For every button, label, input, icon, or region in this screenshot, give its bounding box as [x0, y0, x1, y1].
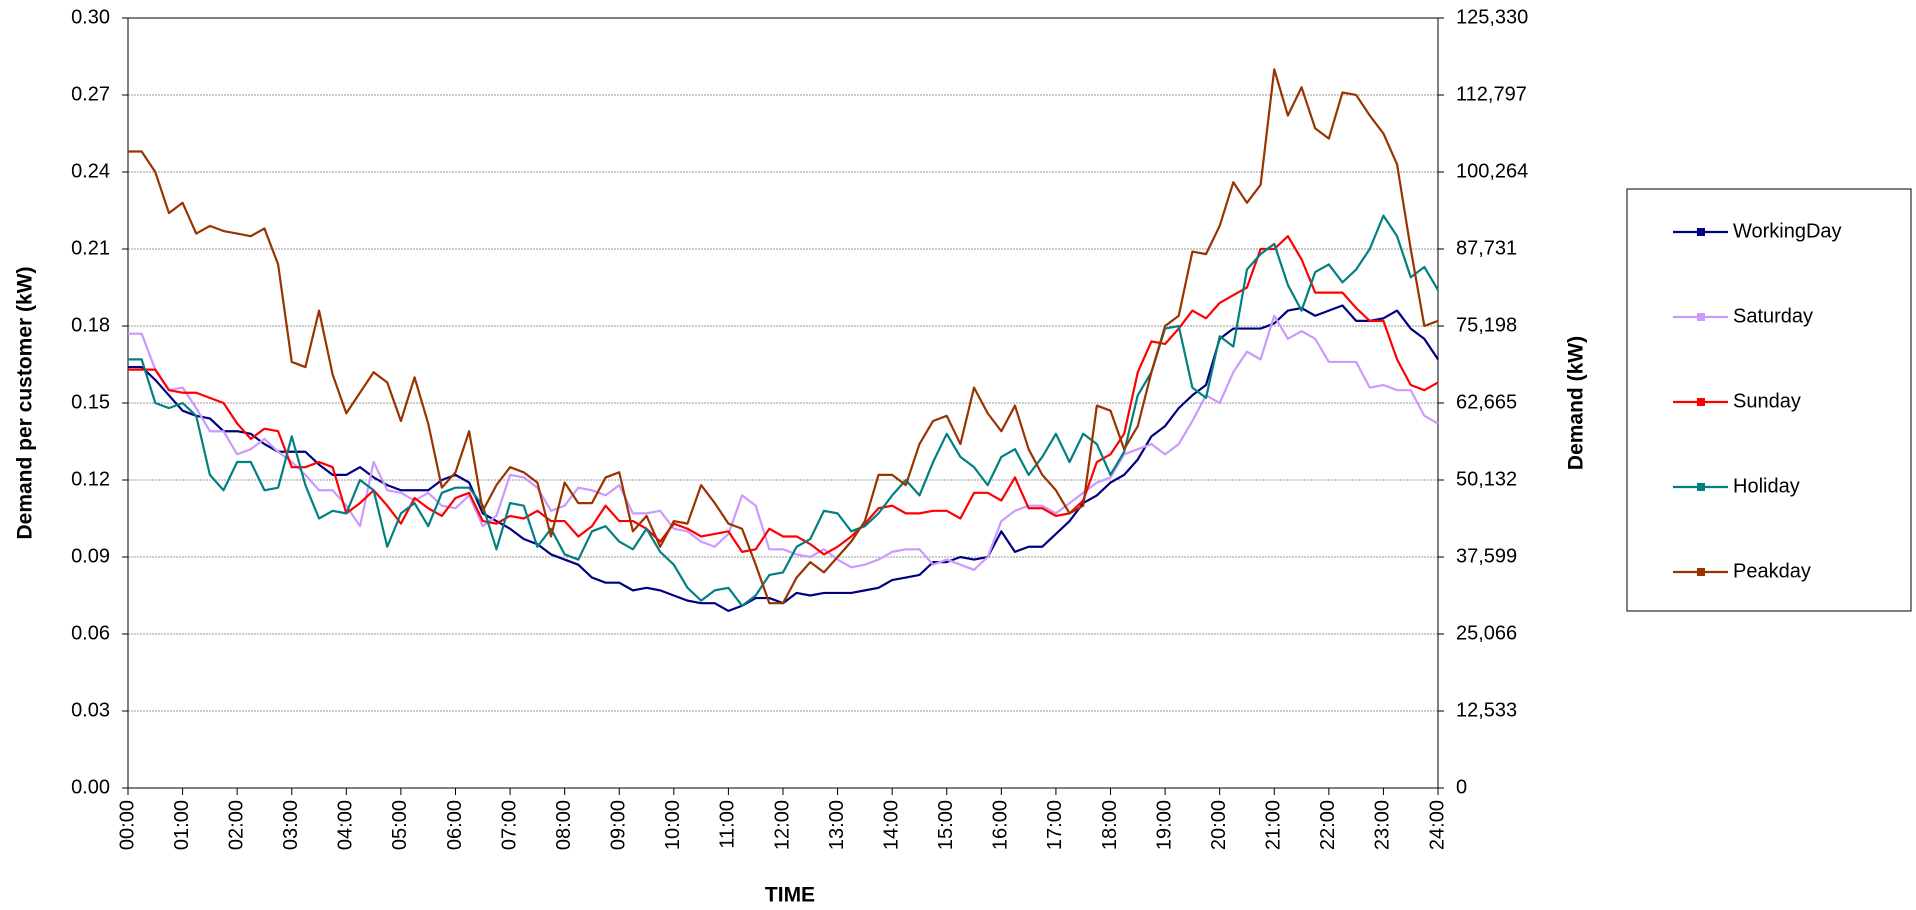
y-tick-label: 0.24: [71, 160, 110, 182]
x-tick-label: 05:00: [389, 800, 411, 850]
y-tick-label: 0.06: [71, 622, 110, 644]
y2-tick-label: 112,797: [1456, 83, 1527, 105]
x-tick-label: 01:00: [171, 800, 193, 850]
x-tick-label: 15:00: [935, 800, 957, 850]
legend-box: [1626, 188, 1912, 612]
x-tick-label: 09:00: [608, 800, 630, 850]
y-tick-label: 0.00: [71, 776, 110, 798]
y-tick-label: 0.15: [71, 391, 110, 413]
x-tick-label: 22:00: [1317, 800, 1339, 850]
y2-tick-label: 75,198: [1456, 314, 1517, 336]
x-tick-label: 17:00: [1044, 800, 1066, 850]
legend-marker: [1697, 228, 1705, 236]
legend-marker: [1697, 483, 1705, 491]
y-tick-label: 0.12: [71, 468, 110, 490]
x-tick-label: 16:00: [990, 800, 1012, 850]
x-tick-label: 06:00: [444, 800, 466, 850]
x-tick-label: 12:00: [771, 800, 793, 850]
legend-label: Peakday: [1733, 560, 1811, 582]
legend-marker: [1697, 568, 1705, 576]
y2-tick-label: 37,599: [1456, 545, 1517, 567]
x-tick-label: 24:00: [1426, 800, 1448, 850]
y-tick-label: 0.09: [71, 545, 110, 567]
y2-tick-label: 50,132: [1456, 468, 1517, 490]
y2-tick-label: 0: [1456, 776, 1467, 798]
legend-marker: [1697, 398, 1705, 406]
x-tick-label: 02:00: [225, 800, 247, 850]
y2-tick-label: 62,665: [1456, 391, 1517, 413]
y2-tick-label: 100,264: [1456, 160, 1528, 182]
x-tick-label: 14:00: [880, 800, 902, 850]
y2-axis-title: Demand (kW): [1565, 336, 1588, 470]
series-line: [128, 304, 1439, 612]
y2-tick-label: 25,066: [1456, 622, 1517, 644]
x-tick-label: 10:00: [662, 800, 684, 850]
y2-tick-label: 12,533: [1456, 699, 1517, 721]
x-tick-label: 07:00: [498, 800, 520, 850]
y-tick-label: 0.21: [71, 237, 110, 259]
y2-tick-label: 87,731: [1456, 237, 1517, 259]
x-tick-label: 11:00: [717, 800, 739, 849]
y2-tick-label: 125,330: [1456, 6, 1528, 28]
y-tick-label: 0.18: [71, 314, 110, 336]
x-axis-title: TIME: [765, 884, 815, 907]
y-tick-label: 0.27: [71, 83, 110, 105]
x-tick-label: 08:00: [553, 800, 575, 850]
series-line: [128, 68, 1439, 605]
legend-label: WorkingDay: [1733, 220, 1842, 242]
y-tick-label: 0.30: [71, 6, 110, 28]
x-tick-label: 00:00: [116, 800, 138, 850]
x-tick-label: 19:00: [1153, 800, 1175, 850]
series-line: [128, 214, 1439, 607]
y-tick-label: 0.03: [71, 699, 110, 721]
y-axis-title: Demand per customer (kW): [14, 266, 37, 539]
legend-label: Saturday: [1733, 305, 1813, 327]
series-line: [128, 235, 1439, 556]
x-tick-label: 03:00: [280, 800, 302, 850]
x-tick-label: 20:00: [1208, 800, 1230, 850]
x-tick-label: 21:00: [1263, 800, 1285, 850]
plot-frame: [127, 17, 1439, 789]
series-line: [128, 314, 1439, 571]
legend-label: Holiday: [1733, 475, 1800, 497]
x-tick-label: 23:00: [1372, 800, 1394, 850]
x-tick-label: 18:00: [1099, 800, 1121, 850]
legend-label: Sunday: [1733, 390, 1801, 412]
legend-marker: [1697, 313, 1705, 321]
x-tick-label: 04:00: [335, 800, 357, 850]
x-tick-label: 13:00: [826, 800, 848, 850]
